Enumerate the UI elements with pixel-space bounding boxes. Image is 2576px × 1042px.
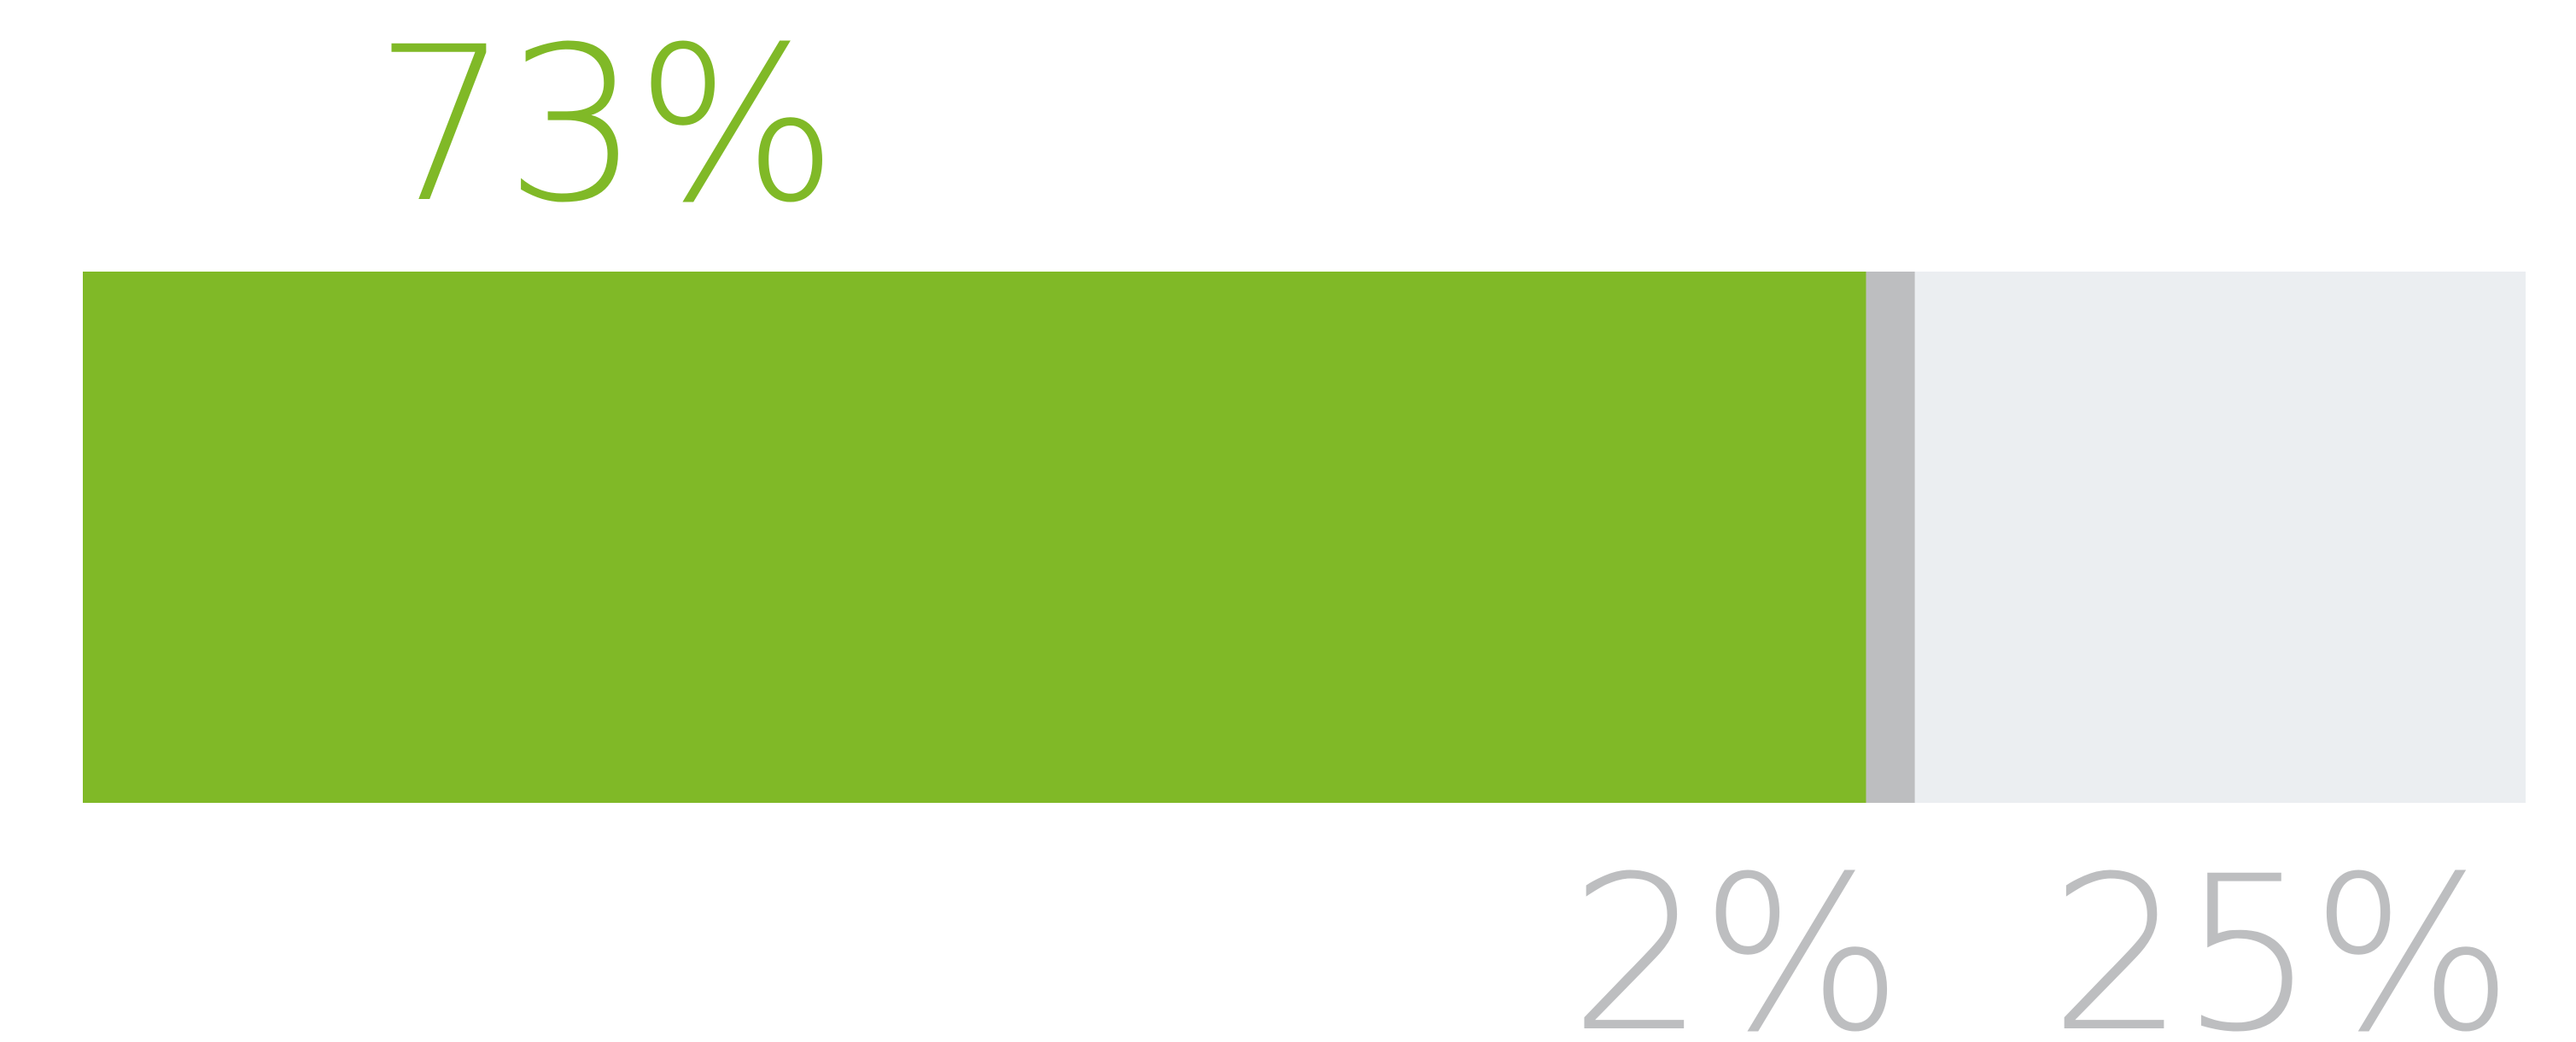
bar-segments	[83, 272, 2526, 803]
bar-segment-1	[83, 272, 1866, 803]
segment-labels: 73% 2% 25%	[374, 1, 2514, 1042]
bar-segment-3	[1914, 272, 2526, 803]
segment-label-2: 2%	[1569, 830, 1898, 1042]
segment-label-3: 25%	[2049, 830, 2509, 1042]
segment-label-1: 73%	[374, 1, 833, 249]
bar-segment-2	[1866, 272, 1915, 803]
